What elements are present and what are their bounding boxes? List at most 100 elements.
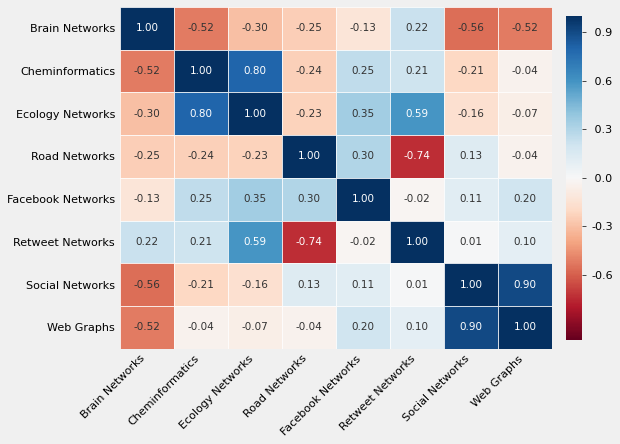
Bar [390,263,445,306]
Text: 0.80: 0.80 [190,109,213,119]
Bar [445,92,498,135]
Text: -0.52: -0.52 [188,23,215,33]
Bar [390,50,445,92]
Bar [498,50,552,92]
Text: -0.04: -0.04 [512,151,539,162]
Text: 0.11: 0.11 [352,280,374,289]
Text: -0.21: -0.21 [458,66,485,76]
Text: -0.13: -0.13 [133,194,161,204]
Text: 0.35: 0.35 [244,194,267,204]
Text: 0.13: 0.13 [298,280,321,289]
Text: -0.25: -0.25 [133,151,161,162]
Bar [174,7,228,50]
Text: -0.21: -0.21 [188,280,215,289]
Text: -0.23: -0.23 [242,151,268,162]
Bar [336,306,390,349]
Bar [174,178,228,221]
Bar [120,7,174,50]
Bar [445,221,498,263]
Text: -0.04: -0.04 [512,66,539,76]
Bar [498,7,552,50]
Text: -0.16: -0.16 [242,280,268,289]
Text: 1.00: 1.00 [244,109,267,119]
Text: 0.01: 0.01 [460,237,483,247]
Text: -0.24: -0.24 [188,151,215,162]
Bar [120,50,174,92]
Bar [228,7,282,50]
Text: -0.13: -0.13 [350,23,376,33]
Text: -0.04: -0.04 [188,322,215,332]
Bar [174,135,228,178]
Bar [282,50,336,92]
Text: 0.80: 0.80 [244,66,267,76]
Text: 0.30: 0.30 [298,194,321,204]
Bar [390,178,445,221]
Text: 0.22: 0.22 [135,237,159,247]
Bar [336,92,390,135]
Text: -0.02: -0.02 [404,194,430,204]
Bar [336,263,390,306]
Text: -0.56: -0.56 [458,23,485,33]
Bar [282,263,336,306]
Bar [445,306,498,349]
Bar [445,135,498,178]
Bar [228,92,282,135]
Text: 0.10: 0.10 [405,322,428,332]
Text: 0.11: 0.11 [459,194,483,204]
Bar [174,50,228,92]
Bar [282,306,336,349]
Text: 0.22: 0.22 [405,23,429,33]
Bar [120,135,174,178]
Text: -0.24: -0.24 [296,66,322,76]
Text: -0.52: -0.52 [133,322,161,332]
Text: 1.00: 1.00 [352,194,374,204]
Text: 1.00: 1.00 [135,23,159,33]
Text: 0.21: 0.21 [190,237,213,247]
Bar [498,135,552,178]
Text: -0.30: -0.30 [133,109,161,119]
Bar [336,50,390,92]
Bar [174,306,228,349]
Bar [336,178,390,221]
Text: 0.13: 0.13 [459,151,483,162]
Bar [498,178,552,221]
Text: -0.52: -0.52 [133,66,161,76]
Text: 0.20: 0.20 [352,322,374,332]
Text: 0.10: 0.10 [514,237,537,247]
Bar [228,50,282,92]
Bar [282,135,336,178]
Bar [445,7,498,50]
Text: -0.23: -0.23 [296,109,322,119]
Bar [174,92,228,135]
Text: 1.00: 1.00 [460,280,483,289]
Bar [390,7,445,50]
Bar [228,135,282,178]
Text: -0.07: -0.07 [242,322,268,332]
Text: -0.02: -0.02 [350,237,376,247]
Text: -0.25: -0.25 [296,23,322,33]
Text: 0.90: 0.90 [514,280,537,289]
Text: 0.30: 0.30 [352,151,374,162]
Text: 1.00: 1.00 [190,66,213,76]
Bar [282,178,336,221]
Text: -0.16: -0.16 [458,109,485,119]
Bar [174,221,228,263]
Text: -0.56: -0.56 [133,280,161,289]
Bar [120,92,174,135]
Bar [282,221,336,263]
Text: -0.74: -0.74 [296,237,322,247]
Bar [120,306,174,349]
Text: 0.21: 0.21 [405,66,429,76]
Bar [498,306,552,349]
Bar [120,178,174,221]
Bar [336,135,390,178]
Text: -0.52: -0.52 [512,23,539,33]
Text: 1.00: 1.00 [405,237,428,247]
Bar [390,221,445,263]
Bar [120,263,174,306]
Bar [390,92,445,135]
Bar [390,135,445,178]
Bar [445,50,498,92]
Text: 1.00: 1.00 [298,151,321,162]
Bar [498,263,552,306]
